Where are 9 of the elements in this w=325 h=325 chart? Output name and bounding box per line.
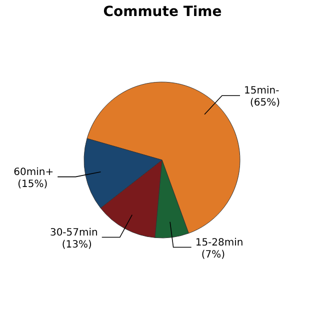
data-label: (13%) bbox=[62, 239, 92, 250]
slice-label: 60min+ bbox=[14, 166, 54, 178]
slice-label: 30-57min bbox=[50, 227, 98, 238]
data-label: (15%) bbox=[18, 178, 48, 190]
slice-label: 15-28min bbox=[195, 237, 244, 248]
slice-label: 15min- bbox=[244, 86, 280, 97]
chart-title: Commute Time bbox=[103, 4, 222, 20]
data-label: (7%) bbox=[201, 249, 226, 260]
data-label: (65%) bbox=[250, 98, 280, 109]
